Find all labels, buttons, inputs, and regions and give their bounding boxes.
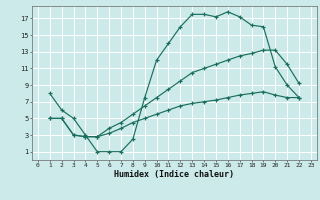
X-axis label: Humidex (Indice chaleur): Humidex (Indice chaleur) [115, 170, 234, 179]
